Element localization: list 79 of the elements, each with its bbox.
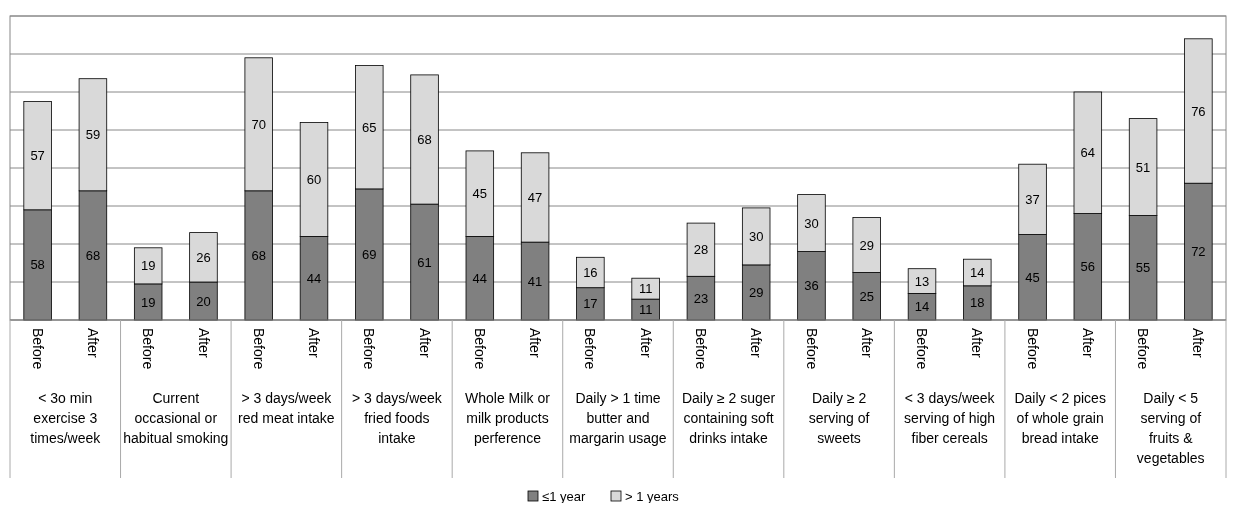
text: Current occasional or habitual smoking xyxy=(123,390,229,446)
data-label: 26 xyxy=(196,249,211,265)
data-label: 59 xyxy=(85,127,101,143)
text: Daily ≥ 2 serving of sweets xyxy=(808,390,870,446)
data-label: 14 xyxy=(970,265,985,281)
data-label: 69 xyxy=(362,247,377,262)
data-label: 30 xyxy=(748,228,764,244)
data-label: 51 xyxy=(1135,159,1151,175)
data-label: 64 xyxy=(1080,145,1096,161)
data-label: 19 xyxy=(140,258,156,274)
x-tick-label: Before xyxy=(803,328,820,370)
text: Daily < 2 pices of whole grain bread intake xyxy=(1014,390,1106,446)
text: Daily ≥ 2 suger containing soft drinks intake xyxy=(681,390,776,446)
data-label: 23 xyxy=(693,290,709,306)
data-label: 44 xyxy=(306,270,322,286)
data-label: 55 xyxy=(1135,260,1151,276)
data-label: 19 xyxy=(140,294,156,310)
legend-label: > 1 years xyxy=(625,488,680,504)
text: Daily > 1 time butter and margarin usage xyxy=(569,390,667,446)
data-label: 68 xyxy=(417,132,432,148)
data-label: 25 xyxy=(859,288,874,304)
x-tick-label: Before xyxy=(1024,328,1041,370)
x-tick-label: After xyxy=(195,328,212,358)
data-label: 29 xyxy=(859,237,874,253)
data-label: 47 xyxy=(527,190,543,205)
text: > 3 days/week fried foods intake xyxy=(351,390,443,446)
data-label: 37 xyxy=(1025,191,1040,207)
x-tick-label: Before xyxy=(1135,328,1152,370)
legend-label: ≤1 year xyxy=(542,488,586,504)
text: Daily < 5 serving of fruits & vegetables xyxy=(1136,390,1205,466)
data-label: 44 xyxy=(472,270,488,286)
x-tick-label: Before xyxy=(140,328,157,370)
data-label: 13 xyxy=(914,273,930,289)
x-tick-label: After xyxy=(748,328,765,358)
data-label: 29 xyxy=(748,285,764,300)
text: > 3 days/week red meat intake xyxy=(238,390,335,426)
data-label: 68 xyxy=(251,247,266,263)
data-label: 72 xyxy=(1191,244,1206,260)
data-label: 68 xyxy=(85,247,101,263)
x-tick-label: After xyxy=(1190,328,1207,358)
data-label: 11 xyxy=(638,302,653,318)
text: < 3o min exercise 3 times/week xyxy=(30,390,102,446)
x-tick-label: After xyxy=(637,328,654,358)
text: < 3 days/week serving of high fiber cereals xyxy=(904,390,996,446)
data-label: 28 xyxy=(693,242,709,258)
x-tick-label: Before xyxy=(914,328,931,370)
data-label: 70 xyxy=(251,116,266,132)
data-label: 57 xyxy=(30,148,45,164)
data-label: 18 xyxy=(970,295,985,311)
text: Whole Milk or milk products perference xyxy=(465,390,551,446)
data-label: 76 xyxy=(1191,103,1206,119)
data-label: 11 xyxy=(638,281,653,297)
data-label: 41 xyxy=(527,273,543,289)
data-label: 36 xyxy=(804,278,819,294)
x-tick-label: Before xyxy=(29,328,46,370)
x-tick-label: After xyxy=(527,328,544,358)
data-label: 20 xyxy=(196,293,211,309)
x-tick-label: After xyxy=(1079,328,1096,358)
data-label: 30 xyxy=(804,215,819,231)
x-tick-label: Before xyxy=(693,328,710,370)
data-label: 56 xyxy=(1080,259,1096,275)
x-tick-label: Before xyxy=(250,328,267,370)
data-label: 45 xyxy=(1025,269,1040,285)
x-tick-label: After xyxy=(416,328,433,358)
x-tick-label: After xyxy=(306,328,323,358)
x-tick-label: After xyxy=(969,328,986,358)
x-tick-label: Before xyxy=(471,328,488,370)
x-tick-label: Before xyxy=(361,328,378,370)
data-label: 58 xyxy=(30,257,45,273)
data-label: 65 xyxy=(362,119,377,135)
x-tick-label: After xyxy=(85,328,102,358)
x-tick-label: After xyxy=(858,328,875,358)
data-label: 60 xyxy=(306,171,322,187)
data-label: 45 xyxy=(472,186,488,202)
x-tick-label: Before xyxy=(582,328,599,370)
data-label: 61 xyxy=(417,254,432,270)
data-label: 17 xyxy=(583,296,598,312)
data-label: 14 xyxy=(914,299,930,315)
data-label: 16 xyxy=(583,265,598,281)
